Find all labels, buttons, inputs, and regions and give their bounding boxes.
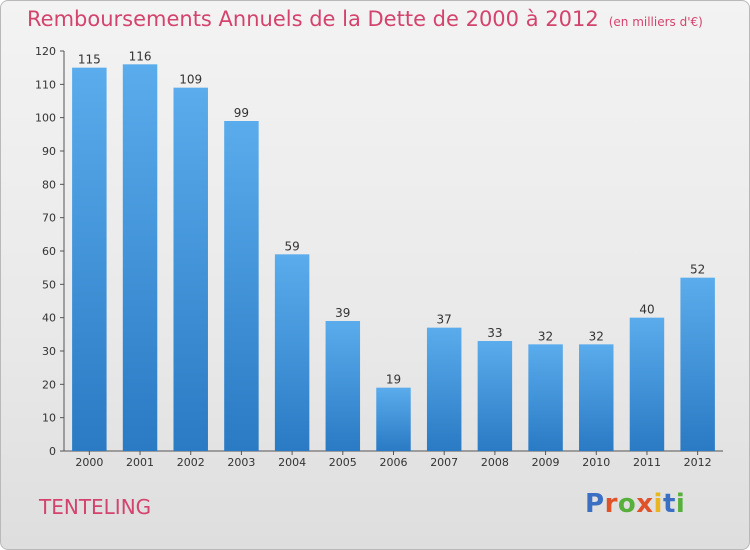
bar-2008 <box>477 341 513 451</box>
y-tick-label: 30 <box>42 345 56 358</box>
chart-title: Remboursements Annuels de la Dette de 20… <box>27 7 703 31</box>
chart-title-text: Remboursements Annuels de la Dette de 20… <box>27 7 599 31</box>
chart-unit: (en milliers d'€) <box>608 15 703 29</box>
y-tick-label: 90 <box>42 145 56 158</box>
logo-letter: t <box>662 489 676 519</box>
chart-bars <box>72 64 715 452</box>
x-tick-label: 2010 <box>582 456 610 469</box>
logo-letter: r <box>604 489 618 519</box>
value-label: 52 <box>690 263 705 277</box>
value-label: 39 <box>335 306 350 320</box>
value-label: 109 <box>179 73 202 87</box>
value-label: 37 <box>437 313 452 327</box>
bar-2005 <box>325 321 361 451</box>
value-label: 59 <box>284 239 299 253</box>
value-label: 115 <box>78 53 101 67</box>
x-tick-label: 2011 <box>633 456 661 469</box>
x-tick-label: 2009 <box>532 456 560 469</box>
y-tick-label: 110 <box>35 78 56 91</box>
bar-2007 <box>426 327 462 451</box>
bar-2011 <box>629 317 665 451</box>
bar-2001 <box>122 64 158 452</box>
x-tick-label: 2000 <box>75 456 103 469</box>
y-tick-label: 60 <box>42 245 56 258</box>
bar-2010 <box>579 344 614 451</box>
logo-letter: P <box>585 489 605 519</box>
logo-letter: o <box>617 489 637 519</box>
x-tick-label: 2003 <box>227 456 255 469</box>
value-label: 40 <box>639 303 654 317</box>
value-label: 33 <box>487 326 502 340</box>
chart-labels: 115 2000 116 2001 109 2002 99 2003 59 2004 39 2005 1… <box>75 49 711 469</box>
y-tick-label: 100 <box>35 112 56 125</box>
bar-2002 <box>173 87 208 452</box>
x-tick-label: 2001 <box>126 456 154 469</box>
bar-2000 <box>72 67 107 452</box>
bar-2003 <box>224 121 259 451</box>
bar-2009 <box>528 344 563 451</box>
x-tick-label: 2004 <box>278 456 306 469</box>
proxiti-logo: Proxiti <box>585 489 685 519</box>
value-label: 99 <box>234 106 249 120</box>
y-tick-label: 40 <box>42 312 56 325</box>
x-tick-label: 2006 <box>380 456 408 469</box>
y-tick-label: 10 <box>42 412 56 425</box>
commune-name: TENTELING <box>39 495 152 519</box>
value-label: 32 <box>589 329 604 343</box>
y-tick-label: 80 <box>42 178 56 191</box>
logo-letter: i <box>653 489 663 519</box>
y-tick-label: 20 <box>42 378 56 391</box>
bar-2004 <box>274 254 310 451</box>
y-tick-label: 120 <box>35 45 56 58</box>
y-tick-label: 70 <box>42 212 56 225</box>
value-label: 116 <box>129 49 152 63</box>
x-tick-label: 2002 <box>177 456 205 469</box>
bar-2012 <box>680 277 715 451</box>
x-tick-label: 2012 <box>684 456 712 469</box>
x-tick-label: 2008 <box>481 456 509 469</box>
value-label: 32 <box>538 329 553 343</box>
logo-letter: i <box>675 489 686 519</box>
value-label: 19 <box>386 373 401 387</box>
logo-letter: x <box>636 489 654 519</box>
x-tick-label: 2007 <box>430 456 458 469</box>
y-tick-label: 50 <box>42 278 56 291</box>
bar-2006 <box>376 387 411 451</box>
y-tick-label: 0 <box>49 445 56 458</box>
x-tick-label: 2005 <box>329 456 357 469</box>
